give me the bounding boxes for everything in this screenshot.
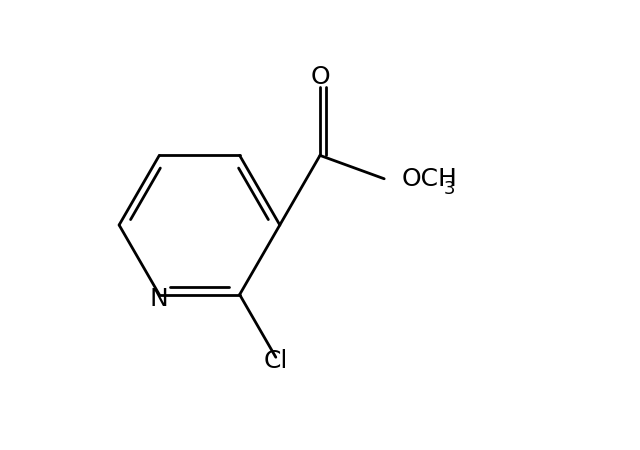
Text: Cl: Cl: [264, 349, 288, 373]
Text: 3: 3: [444, 180, 455, 198]
Text: O: O: [310, 65, 330, 89]
Text: OCH: OCH: [402, 167, 458, 191]
Text: N: N: [150, 287, 169, 310]
